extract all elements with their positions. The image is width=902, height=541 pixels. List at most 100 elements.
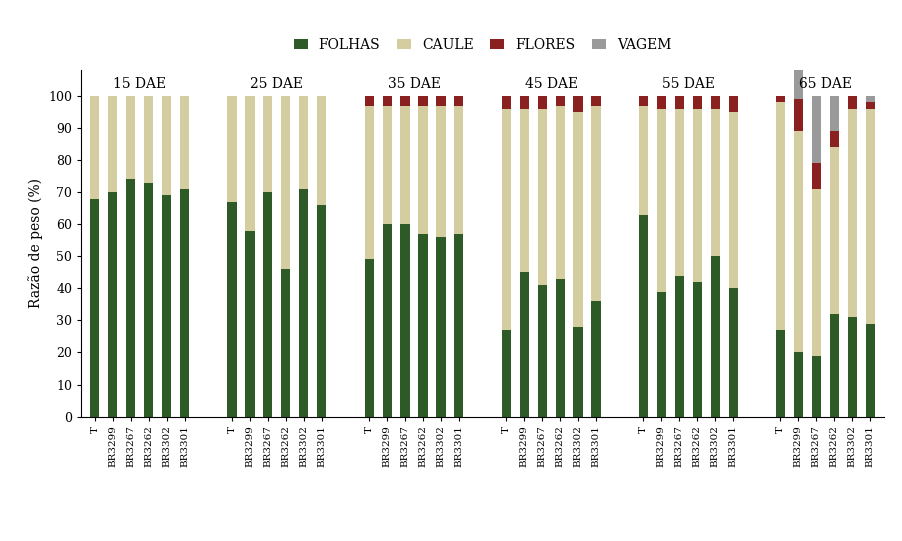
Bar — [574, 96, 583, 112]
Bar — [538, 285, 547, 417]
Bar — [866, 102, 875, 109]
Bar — [574, 112, 583, 327]
Bar — [502, 109, 511, 330]
Bar — [162, 96, 171, 195]
Text: 25 DAE: 25 DAE — [251, 77, 303, 91]
Bar — [729, 112, 738, 288]
Bar — [227, 96, 236, 202]
Text: 45 DAE: 45 DAE — [525, 77, 577, 91]
Bar — [419, 96, 428, 105]
Bar — [400, 105, 410, 224]
Bar — [693, 109, 702, 282]
Bar — [675, 96, 684, 109]
Bar — [693, 282, 702, 417]
Bar — [711, 109, 720, 256]
Bar — [126, 96, 135, 179]
Bar — [502, 96, 511, 109]
Bar — [812, 189, 821, 355]
Y-axis label: Razão de peso (%): Razão de peso (%) — [28, 179, 42, 308]
Bar — [520, 272, 529, 417]
Bar — [657, 292, 666, 417]
Bar — [455, 105, 464, 234]
Bar — [90, 96, 99, 199]
Bar — [419, 105, 428, 234]
Bar — [693, 96, 702, 109]
Bar — [382, 105, 391, 224]
Bar — [538, 96, 547, 109]
Bar — [281, 269, 290, 417]
Bar — [364, 260, 373, 417]
Bar — [299, 96, 308, 189]
Bar — [592, 301, 601, 417]
Bar — [538, 109, 547, 285]
Bar — [455, 234, 464, 417]
Bar — [299, 189, 308, 417]
Bar — [437, 237, 446, 417]
Bar — [592, 96, 601, 105]
Bar — [711, 96, 720, 109]
Bar — [866, 96, 875, 102]
Bar — [812, 355, 821, 417]
Bar — [675, 109, 684, 275]
Bar — [245, 96, 254, 230]
Bar — [90, 199, 99, 417]
Bar — [556, 105, 565, 279]
Bar — [830, 147, 839, 314]
Bar — [520, 96, 529, 109]
Bar — [318, 205, 327, 417]
Bar — [830, 314, 839, 417]
Bar — [437, 105, 446, 237]
Text: 65 DAE: 65 DAE — [799, 77, 851, 91]
Bar — [400, 96, 410, 105]
Bar — [245, 230, 254, 417]
Bar — [639, 105, 648, 215]
Bar — [866, 324, 875, 417]
Bar — [794, 131, 803, 352]
Bar — [848, 96, 857, 109]
Bar — [382, 96, 391, 105]
Bar — [592, 105, 601, 301]
Text: 55 DAE: 55 DAE — [662, 77, 714, 91]
Bar — [639, 96, 648, 105]
Bar — [263, 96, 272, 192]
Bar — [227, 202, 236, 417]
Bar — [162, 195, 171, 417]
Bar — [848, 317, 857, 417]
Bar — [556, 96, 565, 105]
Bar — [776, 102, 785, 330]
Bar — [729, 96, 738, 112]
Bar — [263, 192, 272, 417]
Bar — [812, 96, 821, 163]
Bar — [574, 327, 583, 417]
Bar — [794, 99, 803, 131]
Bar — [776, 96, 785, 102]
Bar — [794, 352, 803, 417]
Bar — [108, 192, 117, 417]
Bar — [830, 131, 839, 147]
Bar — [180, 189, 189, 417]
Bar — [657, 96, 666, 109]
Bar — [812, 163, 821, 189]
Bar — [318, 96, 327, 205]
Bar — [729, 288, 738, 417]
Bar — [657, 109, 666, 292]
Bar — [126, 179, 135, 417]
Bar — [455, 96, 464, 105]
Bar — [866, 109, 875, 324]
Bar — [848, 109, 857, 317]
Bar — [556, 279, 565, 417]
Bar — [776, 330, 785, 417]
Bar — [364, 96, 373, 105]
Text: 35 DAE: 35 DAE — [388, 77, 440, 91]
Legend: FOLHAS, CAULE, FLORES, VAGEM: FOLHAS, CAULE, FLORES, VAGEM — [288, 32, 677, 57]
Bar — [520, 109, 529, 272]
Bar — [437, 96, 446, 105]
Bar — [675, 275, 684, 417]
Bar — [364, 105, 373, 260]
Bar — [794, 64, 803, 99]
Bar — [144, 96, 153, 182]
Bar — [400, 224, 410, 417]
Text: 15 DAE: 15 DAE — [114, 77, 166, 91]
Bar — [144, 182, 153, 417]
Bar — [711, 256, 720, 417]
